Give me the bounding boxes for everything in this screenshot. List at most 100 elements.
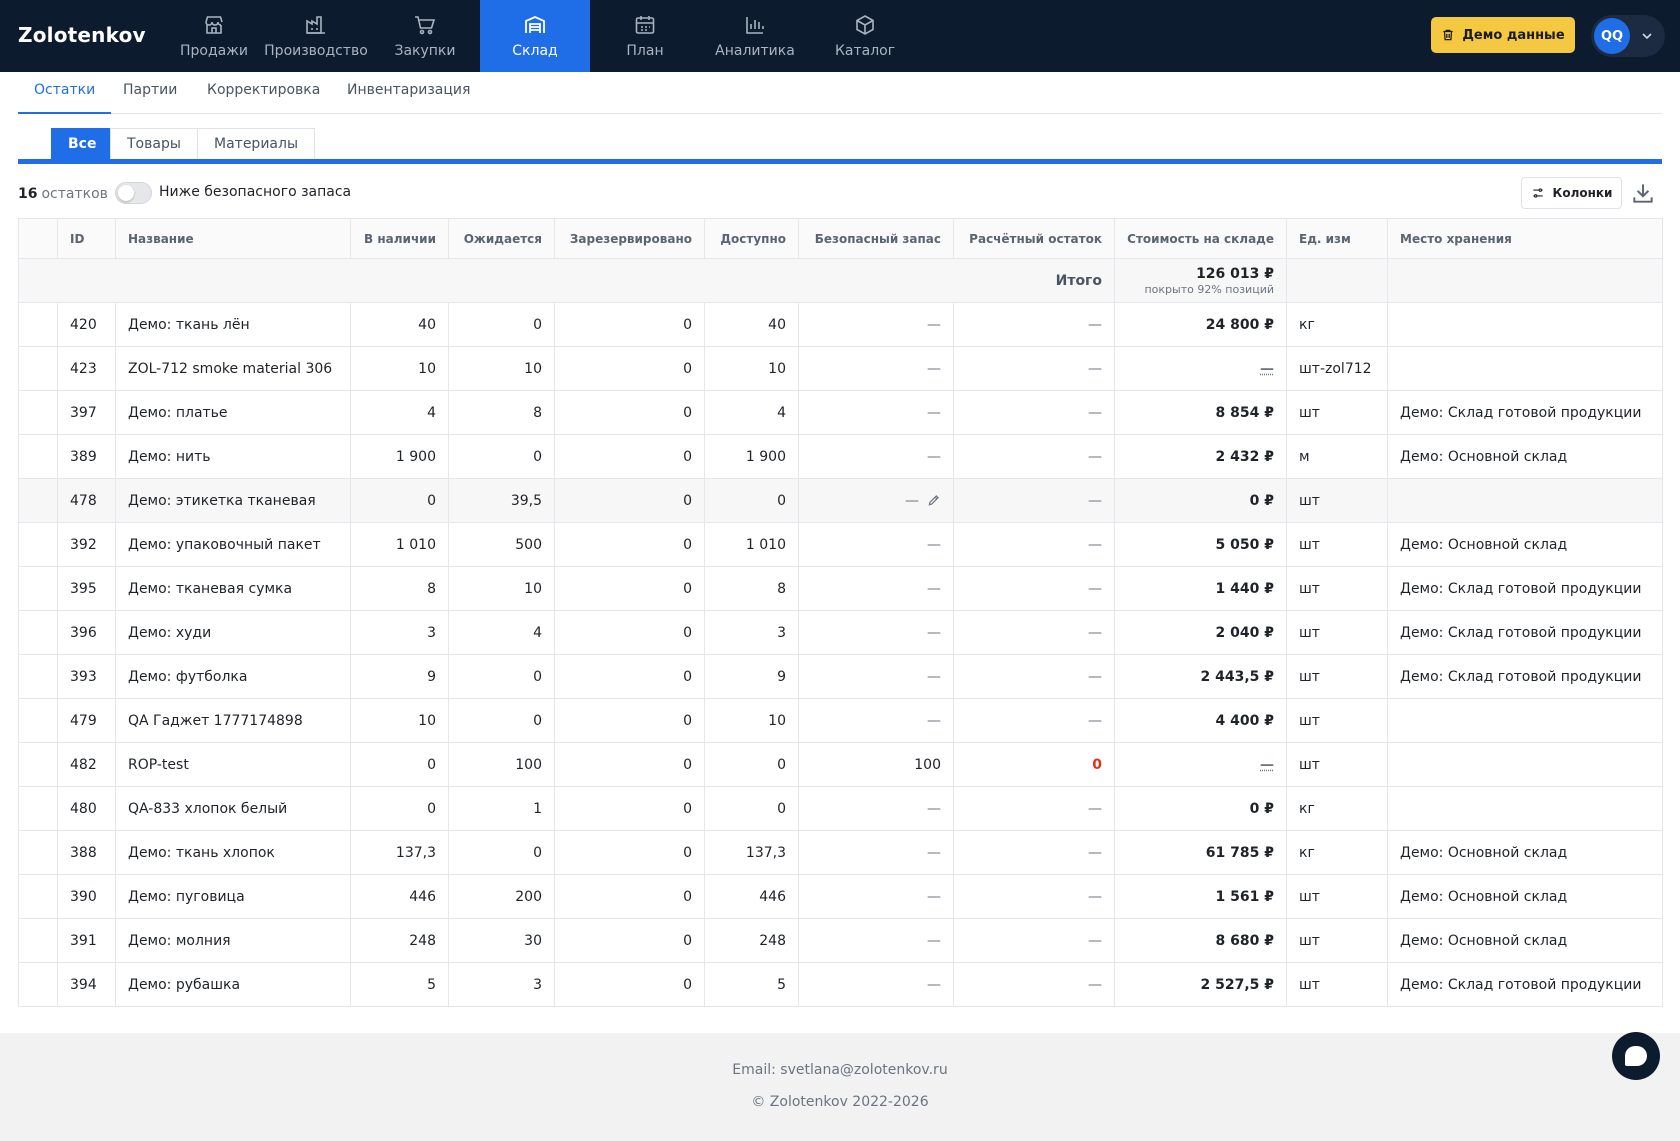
cell-name[interactable]: Демо: худи	[115, 610, 351, 655]
cell-expected: 3	[448, 962, 555, 1007]
row-select-cell[interactable]	[18, 830, 58, 875]
header-id[interactable]: ID	[57, 218, 116, 259]
row-select-cell[interactable]	[18, 918, 58, 963]
row-select-cell[interactable]	[18, 434, 58, 479]
header-reserved[interactable]: Зарезервировано	[554, 218, 705, 259]
cell-expected: 0	[448, 830, 555, 875]
row-select-cell[interactable]	[18, 478, 58, 523]
nav-item-warehouse[interactable]: Склад	[480, 0, 590, 72]
cell-name[interactable]: ZOL-712 smoke material 306	[115, 346, 351, 391]
cell-available-value: 446	[759, 888, 786, 905]
table-row[interactable]: 478 Демо: этикетка тканевая 0 39,5 0 0 — — 0 ₽ шт	[18, 478, 1663, 523]
table-row[interactable]: 423 ZOL-712 smoke material 306 10 10 0 10 — — — ш…	[18, 346, 1663, 391]
row-select-cell[interactable]	[18, 874, 58, 919]
nav-item-sales[interactable]: Продажи	[160, 0, 268, 72]
edit-pencil-icon[interactable]	[927, 493, 941, 507]
nav-item-purchases[interactable]: Закупки	[370, 0, 480, 72]
below-safety-stock-toggle[interactable]	[115, 182, 152, 204]
user-menu[interactable]: QQ	[1591, 15, 1665, 57]
cell-in-stock: 5	[350, 962, 449, 1007]
header-safety-stock[interactable]: Безопасный запас	[798, 218, 954, 259]
demo-data-button[interactable]: Демо данные	[1431, 17, 1575, 53]
filter-products[interactable]: Товары	[110, 128, 198, 159]
row-select-cell[interactable]	[18, 610, 58, 655]
cell-location: Демо: Склад готовой продукции	[1387, 962, 1663, 1007]
header-name[interactable]: Название	[115, 218, 351, 259]
cell-name[interactable]: Демо: платье	[115, 390, 351, 435]
row-select-cell[interactable]	[18, 566, 58, 611]
table-row[interactable]: 394 Демо: рубашка 5 3 0 5 — — 2 527,5 ₽ шт Демо: С…	[18, 962, 1663, 1007]
table-row[interactable]: 397 Демо: платье 4 8 0 4 — — 8 854 ₽ шт Демо: Скла…	[18, 390, 1663, 435]
header-expected[interactable]: Ожидается	[448, 218, 555, 259]
row-select-cell[interactable]	[18, 302, 58, 347]
table-row[interactable]: 392 Демо: упаковочный пакет 1 010 500 0 1 010…	[18, 522, 1663, 567]
header-stock-value[interactable]: Стоимость на складе	[1114, 218, 1287, 259]
columns-button[interactable]: Колонки	[1521, 177, 1622, 209]
cell-available-value: 8	[777, 580, 786, 597]
cell-unit: кг	[1286, 830, 1388, 875]
cell-in-stock: 9	[350, 654, 449, 699]
chat-button[interactable]	[1612, 1032, 1660, 1080]
cell-name[interactable]: QA-833 хлопок белый	[115, 786, 351, 831]
row-select-cell[interactable]	[18, 962, 58, 1007]
row-select-cell[interactable]	[18, 786, 58, 831]
cell-name[interactable]: Демо: нить	[115, 434, 351, 479]
cell-expected-value: 30	[524, 932, 542, 949]
tab-batches[interactable]: Партии	[123, 82, 178, 98]
header-in-stock[interactable]: В наличии	[350, 218, 449, 259]
table-row[interactable]: 395 Демо: тканевая сумка 8 10 0 8 — — 1 440 ₽ шт Д…	[18, 566, 1663, 611]
cell-name[interactable]: Демо: ткань лён	[115, 302, 351, 347]
tab-stock[interactable]: Остатки	[18, 72, 112, 114]
cell-available-value: 0	[777, 800, 786, 817]
header-calculated-balance[interactable]: Расчётный остаток	[953, 218, 1115, 259]
cell-name[interactable]: QA Гаджет 1777174898	[115, 698, 351, 743]
row-select-cell[interactable]	[18, 742, 58, 787]
table-row[interactable]: 480 QA-833 хлопок белый 0 1 0 0 — — 0 ₽ кг	[18, 786, 1663, 831]
row-select-cell[interactable]	[18, 522, 58, 567]
cell-calculated-balance-value: —	[1088, 844, 1102, 861]
cell-id-value: 388	[70, 844, 97, 861]
nav-item-production[interactable]: Производство	[262, 0, 370, 72]
cell-name-value: Демо: ткань хлопок	[128, 844, 275, 861]
cell-name[interactable]: Демо: этикетка тканевая	[115, 478, 351, 523]
nav-item-analytics[interactable]: Аналитика	[700, 0, 810, 72]
tab-inventory[interactable]: Инвентаризация	[347, 82, 471, 98]
footer-email[interactable]: Email: svetlana@zolotenkov.ru	[732, 1062, 948, 1078]
tab-adjustment[interactable]: Корректировка	[207, 82, 321, 98]
row-select-cell[interactable]	[18, 698, 58, 743]
table-row[interactable]: 389 Демо: нить 1 900 0 0 1 900 — — 2 432 ₽ м Демо:…	[18, 434, 1663, 479]
cell-available: 3	[704, 610, 799, 655]
header-location[interactable]: Место хранения	[1387, 218, 1663, 259]
cell-name[interactable]: Демо: футболка	[115, 654, 351, 699]
header-available[interactable]: Доступно	[704, 218, 799, 259]
table-row[interactable]: 482 ROP-test 0 100 0 0 100 0 — шт	[18, 742, 1663, 787]
cell-name[interactable]: Демо: тканевая сумка	[115, 566, 351, 611]
row-select-cell[interactable]	[18, 346, 58, 391]
table-row[interactable]: 420 Демо: ткань лён 40 0 0 40 — — 24 800 ₽ кг	[18, 302, 1663, 347]
table-row[interactable]: 393 Демо: футболка 9 0 0 9 — — 2 443,5 ₽ шт Демо: …	[18, 654, 1663, 699]
table-row[interactable]: 391 Демо: молния 248 30 0 248 — — 8 680 ₽ шт Демо:…	[18, 918, 1663, 963]
table-row[interactable]: 388 Демо: ткань хлопок 137,3 0 0 137,3 — — 61 78…	[18, 830, 1663, 875]
row-select-cell[interactable]	[18, 654, 58, 699]
table-row[interactable]: 396 Демо: худи 3 4 0 3 — — 2 040 ₽ шт Демо: Склад …	[18, 610, 1663, 655]
nav-item-plan[interactable]: План	[590, 0, 700, 72]
table-row[interactable]: 479 QA Гаджет 1777174898 10 0 0 10 — — 4 400 ₽ шт	[18, 698, 1663, 743]
cell-calculated-balance-value: —	[1088, 712, 1102, 729]
filter-all[interactable]: Все	[51, 128, 114, 159]
app-logo[interactable]: Zolotenkov	[18, 23, 146, 47]
cell-in-stock-value: 0	[427, 492, 436, 509]
cell-location-value: Демо: Склад готовой продукции	[1400, 976, 1642, 993]
cell-name[interactable]: Демо: молния	[115, 918, 351, 963]
cell-name[interactable]: Демо: ткань хлопок	[115, 830, 351, 875]
table-row[interactable]: 390 Демо: пуговица 446 200 0 446 — — 1 561 ₽ шт Де…	[18, 874, 1663, 919]
row-select-cell[interactable]	[18, 390, 58, 435]
cell-name[interactable]: Демо: пуговица	[115, 874, 351, 919]
stock-table: ID Название В наличии Ожидается Зарезерв…	[18, 218, 1663, 1007]
filter-materials[interactable]: Материалы	[197, 128, 315, 159]
header-unit[interactable]: Ед. изм	[1286, 218, 1388, 259]
nav-item-catalog[interactable]: Каталог	[810, 0, 920, 72]
cell-name[interactable]: Демо: рубашка	[115, 962, 351, 1007]
download-icon[interactable]	[1630, 180, 1656, 206]
cell-name[interactable]: ROP-test	[115, 742, 351, 787]
cell-name[interactable]: Демо: упаковочный пакет	[115, 522, 351, 567]
